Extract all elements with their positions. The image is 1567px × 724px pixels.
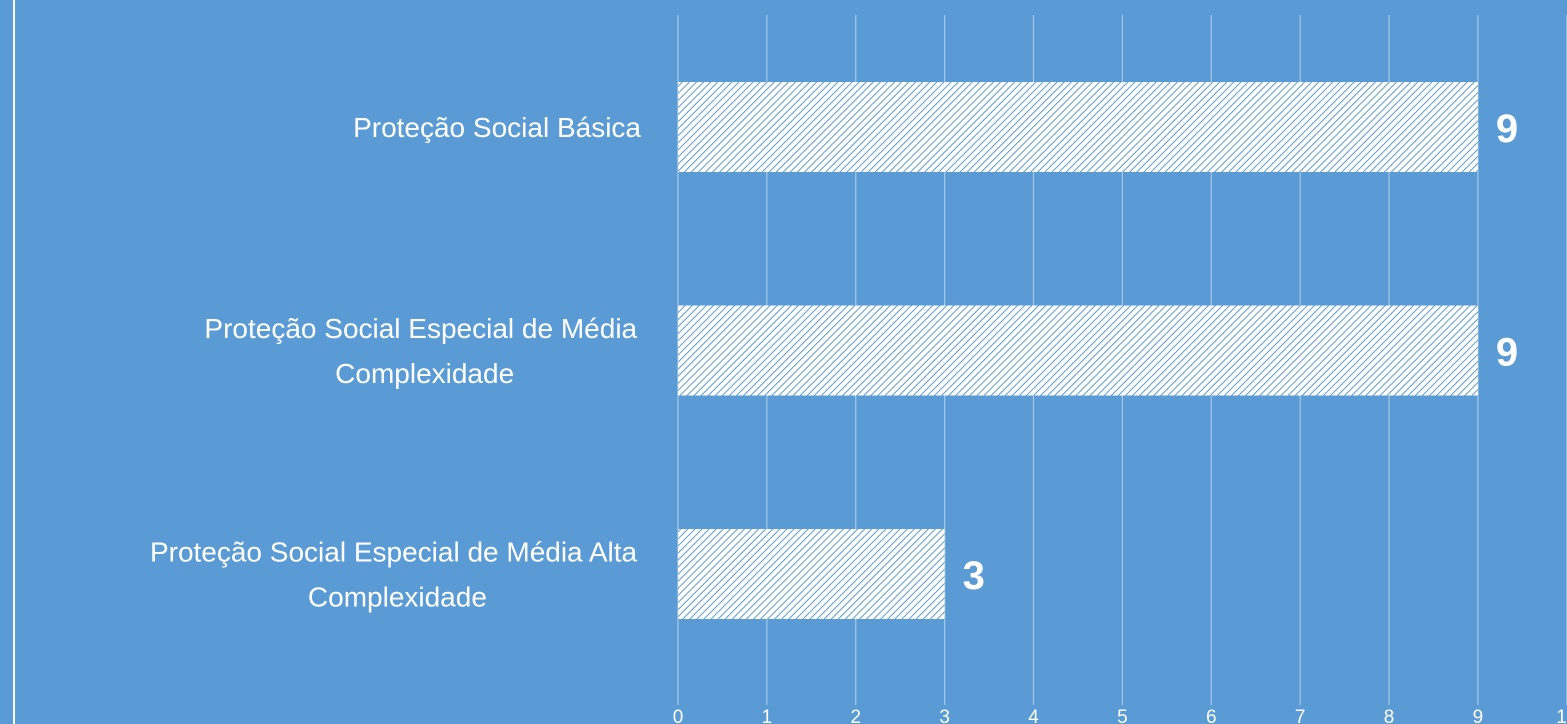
- x-tick-label: 0: [673, 707, 684, 724]
- category-line: Proteção Social Especial de Média Alta: [150, 537, 645, 568]
- x-tick-label: 3: [939, 707, 950, 724]
- x-tick-label: 4: [1028, 707, 1039, 724]
- category-label: Proteção Social Especial de Média Alta C…: [150, 537, 645, 613]
- category-label: Proteção Social Especial de Média Comple…: [204, 313, 644, 389]
- value-label: 9: [1496, 331, 1518, 375]
- category-line: Proteção Social Especial de Média: [204, 313, 644, 344]
- bar: [678, 82, 1478, 172]
- value-label: 3: [963, 554, 985, 598]
- x-tick-label: 9: [1473, 707, 1484, 724]
- value-label: 9: [1496, 107, 1518, 151]
- bar: [678, 529, 945, 619]
- x-tick-label: 7: [1295, 707, 1306, 724]
- x-tick-label: 8: [1384, 707, 1395, 724]
- x-tick-label: 2: [850, 707, 861, 724]
- category-line: Proteção Social Básica: [353, 112, 641, 143]
- category-line: Complexidade: [335, 358, 514, 389]
- x-tick-label: 5: [1117, 707, 1128, 724]
- x-tick-label: 6: [1206, 707, 1217, 724]
- x-tick-label: 1: [762, 707, 773, 724]
- category-label: Proteção Social Básica: [353, 112, 641, 143]
- bar: [678, 305, 1478, 396]
- category-line: Complexidade: [308, 582, 487, 613]
- x-tick-label: 10: [1556, 707, 1567, 724]
